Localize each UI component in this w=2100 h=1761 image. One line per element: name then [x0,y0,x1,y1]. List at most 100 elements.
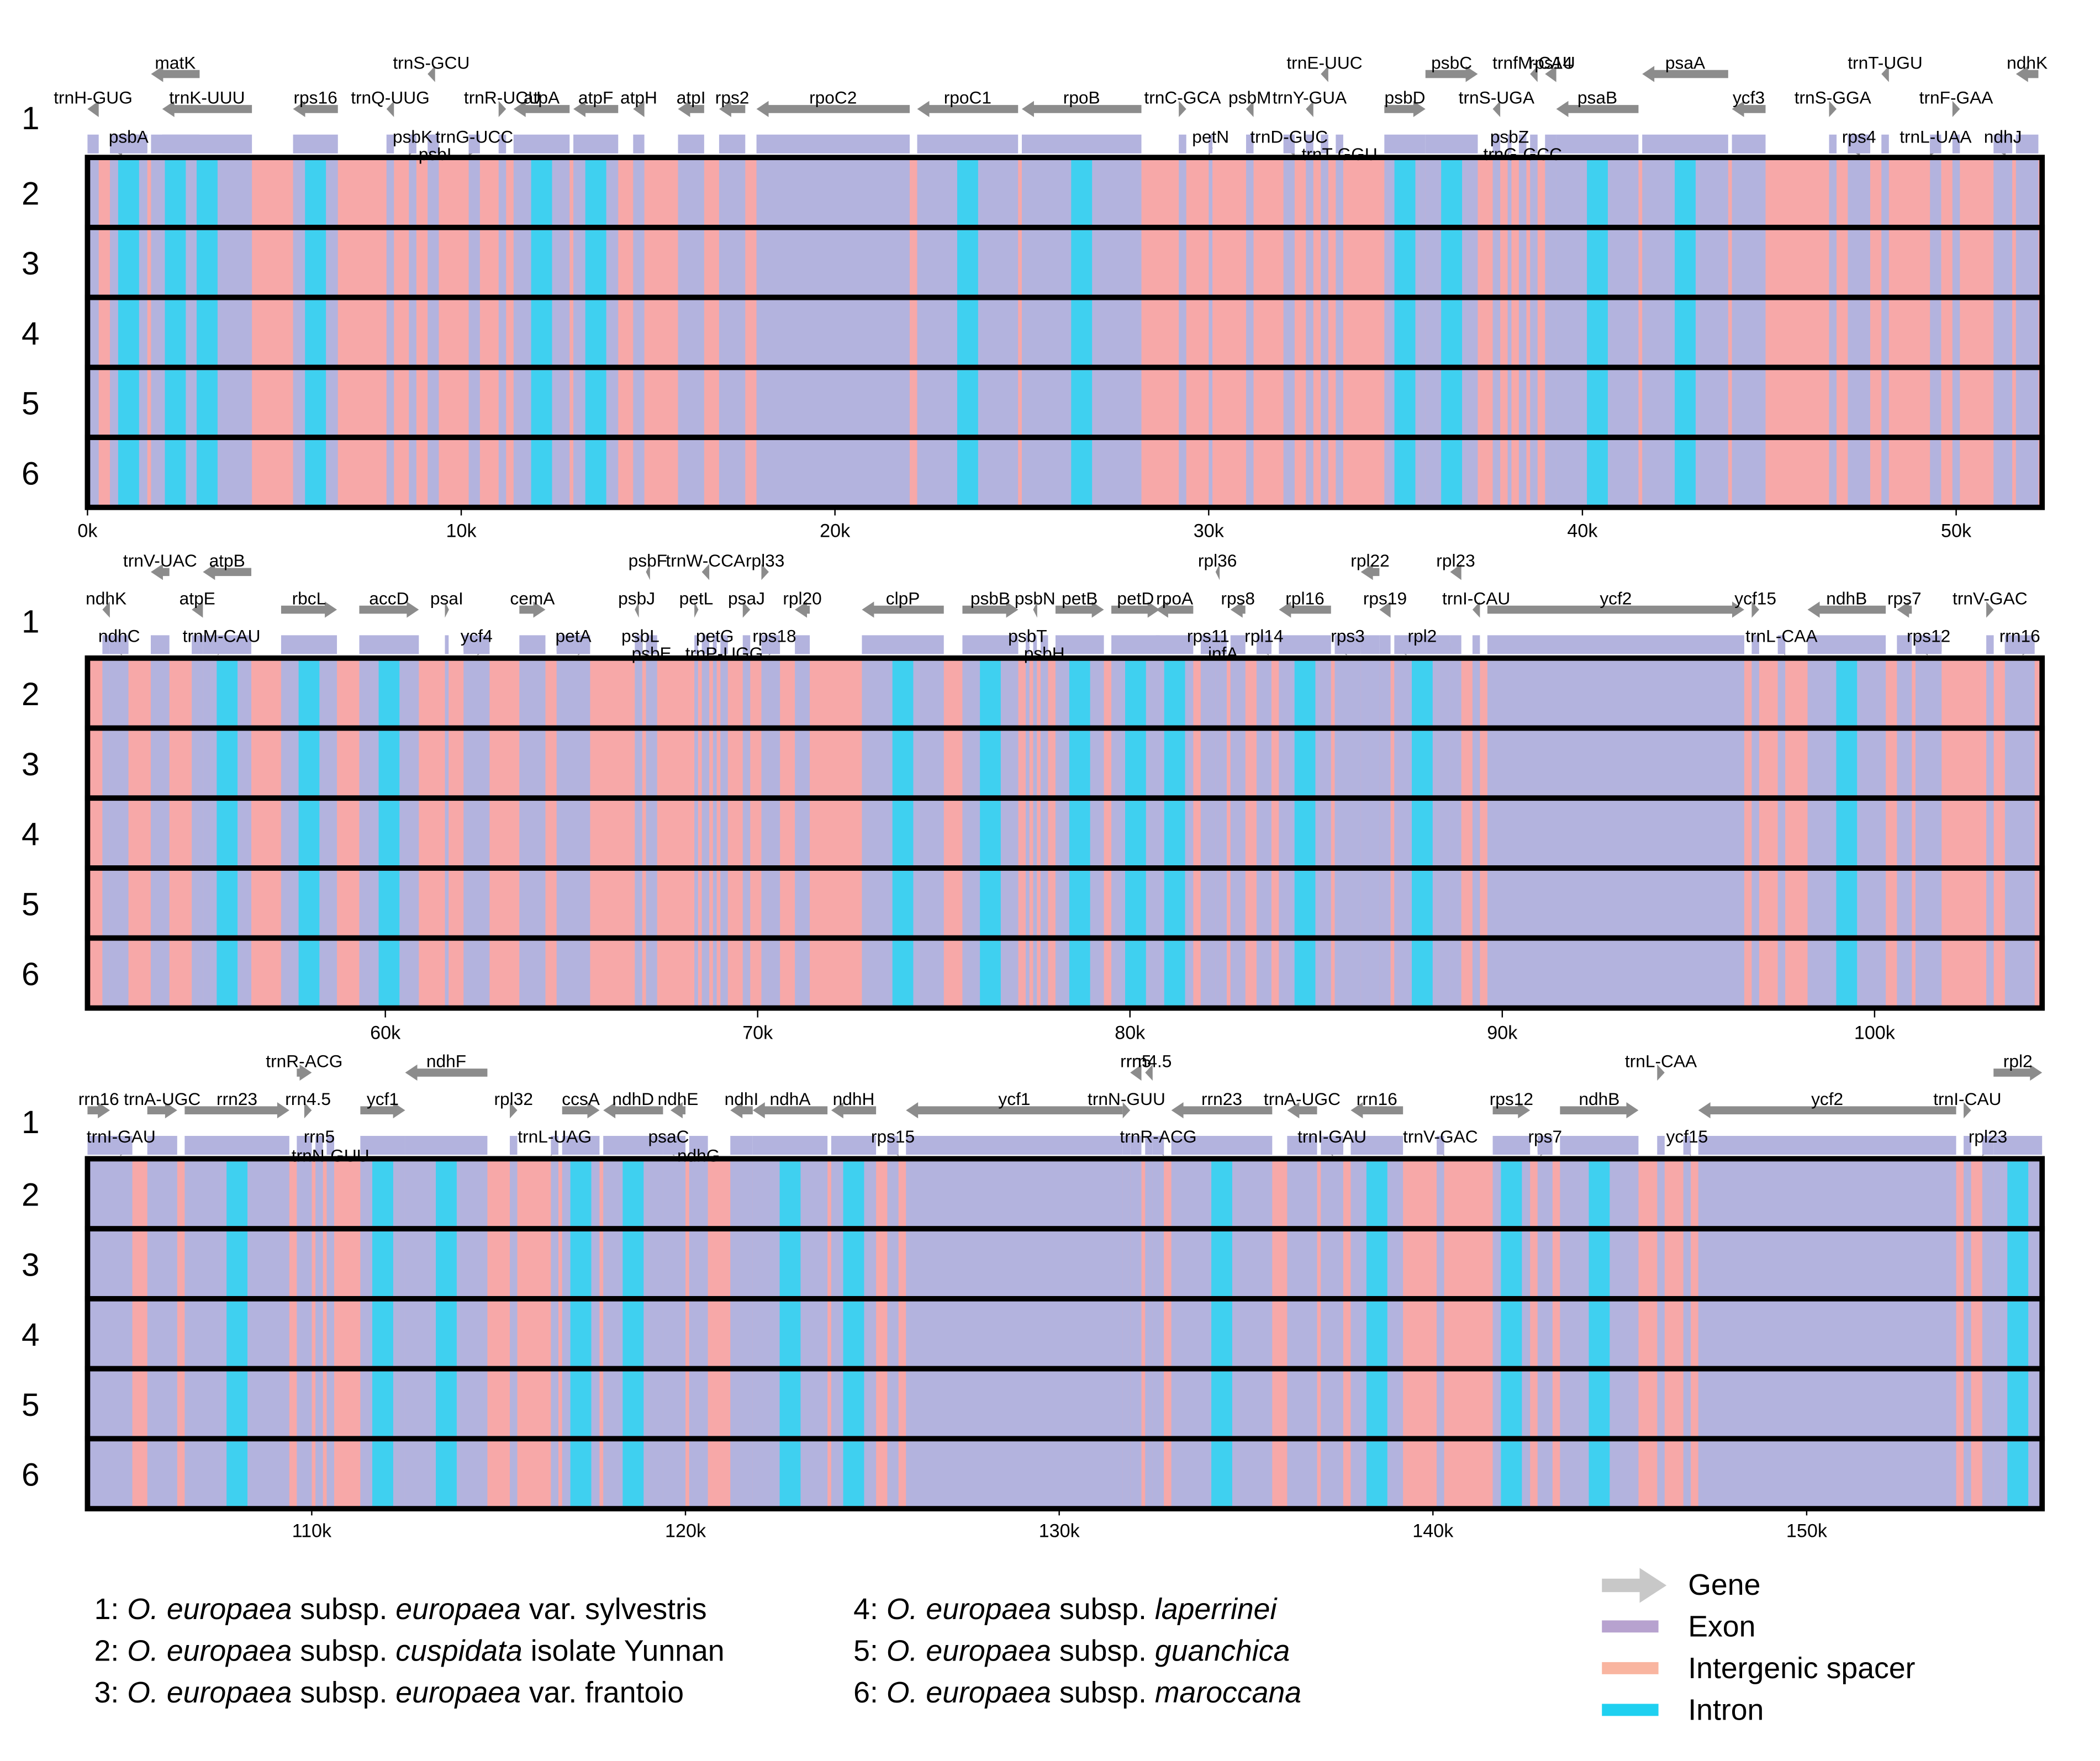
row-number-4: 4 [21,817,40,854]
row-number-5: 5 [21,887,40,923]
exon-segment [1283,227,1295,298]
exon-segment [720,798,728,868]
exon-segment [1306,157,1313,228]
legend-species-5: 5: O. europaea subsp. guanchica [853,1633,1290,1668]
gene-label-trnP-UGG: trnP-UGG [685,643,763,664]
gene-arrow-atpE [192,601,203,618]
exon-segment [1230,658,1246,728]
gene-arrow-trnfM-CAU [1530,66,1538,82]
intron-block [118,230,139,295]
exon-segment [1492,227,1501,298]
exon-block [1200,635,1216,654]
exon-segment [795,658,810,728]
axis-panel-1 [87,507,1957,516]
gene-label-rpl2: rpl2 [2003,1051,2033,1071]
gene-label-petL: petL [679,588,714,609]
exon-block [1179,134,1186,154]
gene-arrow-trnF-GAA [1952,101,1960,118]
gene-label-atpH: atpH [620,87,657,108]
exon-segment [192,728,203,798]
intron-block [196,370,218,435]
intron-block [196,440,218,505]
intron-block [1069,801,1090,866]
exon-segment [1930,297,1941,368]
exon-segment [1379,728,1391,798]
exon-segment [768,868,780,938]
exon-segment [87,437,99,507]
intron-block [226,1371,248,1436]
exon-block [1230,635,1246,654]
alignment-row-3 [85,225,2045,300]
exon-segment [556,728,590,798]
exon-segment [1321,1439,1343,1509]
exon-block [110,1135,133,1155]
exon-segment [1545,367,1556,438]
intron-block [980,731,1001,796]
gene-label-trnC-GCA: trnC-GCA [1144,87,1221,108]
intron-block [1071,370,1093,435]
gene-label-trnN-GUU: trnN-GUU [1088,1088,1165,1109]
exon-segment [2004,728,2035,798]
exon-segment [1321,367,1328,438]
exon-segment [1751,798,1759,868]
exon-block [87,134,99,154]
exon-segment [431,367,439,438]
intron-block [298,940,320,1006]
intron-block [378,801,400,866]
intron-block [1589,1231,1610,1297]
alignment-row-3 [85,1226,2045,1302]
exon-segment [1537,1298,1553,1369]
exon-segment [1881,367,1889,438]
exon-block [431,134,439,154]
exon-segment [468,227,480,298]
exon-segment [1360,728,1380,798]
exon-segment [1179,367,1186,438]
exon-segment [498,437,506,507]
exon-segment [1321,227,1328,298]
exon-segment [1732,367,1766,438]
intron-block [1412,940,1433,1006]
gene-label-trnS-GGA: trnS-GGA [1794,87,1871,108]
exon-block [184,1135,289,1155]
exon-segment [1336,157,1343,228]
intron-block [779,1371,801,1436]
exon-block [551,1135,558,1155]
exon-segment [730,1298,753,1369]
gene-arrow-trnL-CAA [1657,1064,1665,1081]
axis-tick-label-40k: 40k [1567,519,1598,541]
gene-label-rps18: rps18 [752,626,796,646]
exon-segment [1287,1439,1317,1509]
exon-segment [1230,868,1246,938]
exon-segment [633,227,645,298]
gene-arrow-rpl2 [1993,1064,2043,1081]
intron-block [570,1301,592,1366]
intron-block [1211,1301,1232,1366]
intron-block [1587,300,1608,365]
exon-segment [1545,227,1556,298]
gene-label-petN: petN [1192,126,1230,147]
axis-tick-label-100k: 100k [1854,1021,1895,1043]
gene-arrow-matK [151,66,200,82]
exon-segment [510,1159,518,1229]
exon-segment [87,1229,110,1299]
intron-block [1394,370,1416,435]
exon-segment [1881,437,1889,507]
exon-segment [1487,658,1744,728]
gene-arrow-rbcL [281,601,337,618]
intron-block [1836,940,1858,1006]
exon-block [1930,134,1941,154]
gene-label-rrn4.5: rrn4.5 [1126,1051,1172,1071]
gene-label-rps11: rps11 [1186,626,1230,646]
exon-segment [670,1298,686,1369]
exon-segment [768,798,780,868]
gene-arrow-rrn4.5 [304,1102,312,1119]
exon-block [326,1135,334,1155]
exon-segment [1026,728,1030,798]
exon-segment [1492,157,1501,228]
intron-block [585,300,606,365]
exon-segment [1246,367,1254,438]
exon-segment [1145,1229,1153,1299]
exon-segment [326,1229,334,1299]
exon-segment [1897,868,1912,938]
exon-segment [386,227,394,298]
